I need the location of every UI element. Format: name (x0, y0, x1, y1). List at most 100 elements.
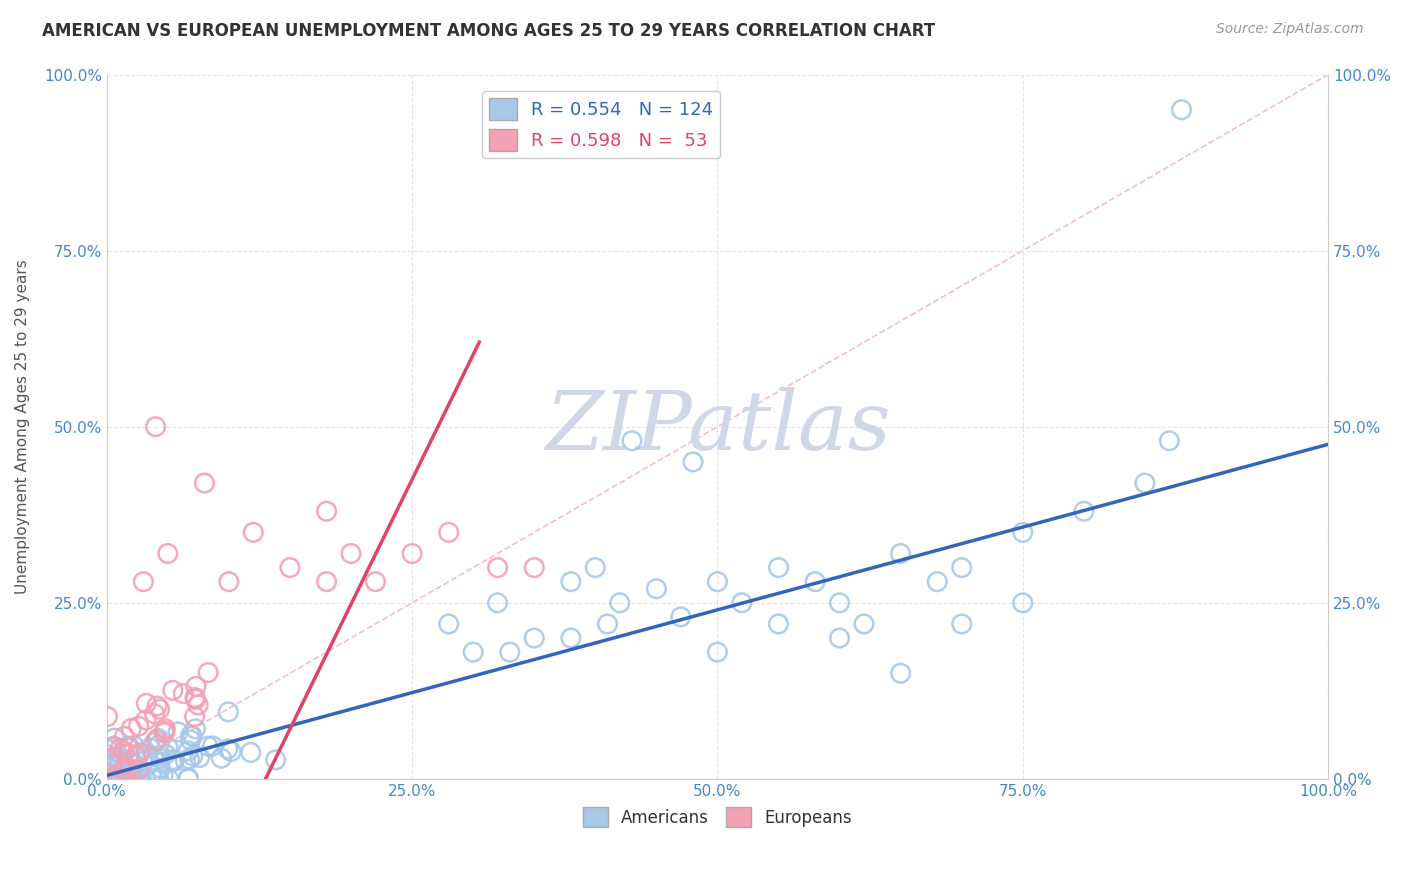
Point (927, 574, 949, 589)
Point (125, 748, 148, 763)
Point (145, 419, 167, 434)
Point (142, 772, 165, 786)
Point (828, 631, 851, 645)
Point (177, 772, 200, 786)
Point (162, 754, 184, 768)
Legend: Americans, Europeans: Americans, Europeans (576, 800, 859, 834)
Point (162, 753, 184, 767)
Point (101, 772, 124, 786)
Point (112, 772, 135, 786)
Point (149, 761, 172, 775)
Point (177, 744, 200, 758)
Point (486, 560, 509, 574)
Point (193, 476, 215, 491)
Point (197, 739, 219, 753)
Point (143, 706, 166, 721)
Point (110, 772, 132, 786)
Text: ZIPatlas: ZIPatlas (544, 387, 890, 467)
Point (96, 709, 118, 723)
Point (437, 616, 460, 631)
Point (706, 574, 728, 589)
Point (523, 631, 546, 645)
Point (145, 772, 167, 786)
Point (184, 722, 207, 736)
Point (149, 752, 172, 766)
Point (560, 631, 582, 645)
Point (153, 726, 176, 740)
Point (239, 746, 262, 760)
Point (103, 764, 125, 778)
Point (950, 616, 973, 631)
Point (107, 772, 129, 786)
Point (104, 740, 127, 755)
Point (125, 763, 148, 777)
Point (129, 772, 152, 786)
Point (114, 772, 136, 786)
Point (128, 749, 150, 764)
Point (103, 739, 125, 753)
Point (98, 751, 121, 765)
Point (120, 753, 142, 767)
Point (110, 772, 132, 786)
Point (120, 772, 142, 786)
Point (146, 699, 169, 714)
Point (96, 742, 118, 756)
Point (107, 749, 129, 764)
Point (264, 753, 287, 767)
Point (96, 758, 118, 772)
Point (583, 560, 606, 574)
Point (128, 763, 150, 777)
Point (209, 751, 232, 765)
Point (499, 645, 522, 659)
Point (118, 767, 141, 781)
Point (179, 733, 201, 747)
Point (100, 772, 122, 786)
Point (127, 764, 149, 779)
Point (181, 729, 204, 743)
Point (219, 744, 242, 758)
Point (110, 772, 132, 786)
Point (108, 754, 131, 768)
Point (108, 741, 131, 756)
Point (97, 753, 120, 767)
Point (129, 772, 152, 786)
Point (1011, 596, 1033, 610)
Point (114, 759, 136, 773)
Point (97, 772, 120, 786)
Point (114, 772, 136, 786)
Point (155, 747, 177, 762)
Point (146, 731, 169, 746)
Point (124, 772, 146, 786)
Point (142, 749, 165, 764)
Point (174, 754, 197, 768)
Point (620, 434, 643, 448)
Point (156, 739, 179, 754)
Point (115, 772, 138, 786)
Point (153, 724, 176, 739)
Point (437, 525, 460, 540)
Text: AMERICAN VS EUROPEAN UNEMPLOYMENT AMONG AGES 25 TO 29 YEARS CORRELATION CHART: AMERICAN VS EUROPEAN UNEMPLOYMENT AMONG … (42, 22, 935, 40)
Point (242, 525, 264, 540)
Point (97, 772, 120, 786)
Point (122, 756, 145, 771)
Point (1133, 476, 1156, 491)
Point (853, 616, 876, 631)
Point (135, 697, 157, 711)
Point (315, 574, 337, 589)
Point (118, 763, 141, 777)
Point (645, 582, 668, 596)
Point (97, 761, 120, 775)
Point (1170, 103, 1192, 117)
Point (184, 680, 207, 694)
Point (177, 771, 200, 785)
Point (139, 740, 162, 755)
Point (115, 772, 138, 786)
Point (157, 772, 180, 786)
Point (706, 645, 728, 659)
Point (1011, 525, 1033, 540)
Point (145, 733, 167, 747)
Point (890, 547, 912, 561)
Point (181, 749, 204, 764)
Point (278, 560, 301, 574)
Point (101, 740, 124, 755)
